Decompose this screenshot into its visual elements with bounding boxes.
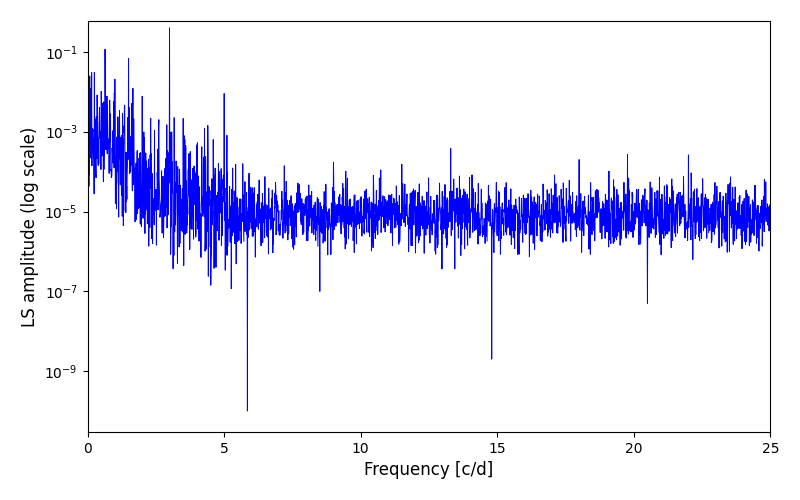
- Y-axis label: LS amplitude (log scale): LS amplitude (log scale): [21, 126, 39, 326]
- X-axis label: Frequency [c/d]: Frequency [c/d]: [364, 461, 494, 479]
